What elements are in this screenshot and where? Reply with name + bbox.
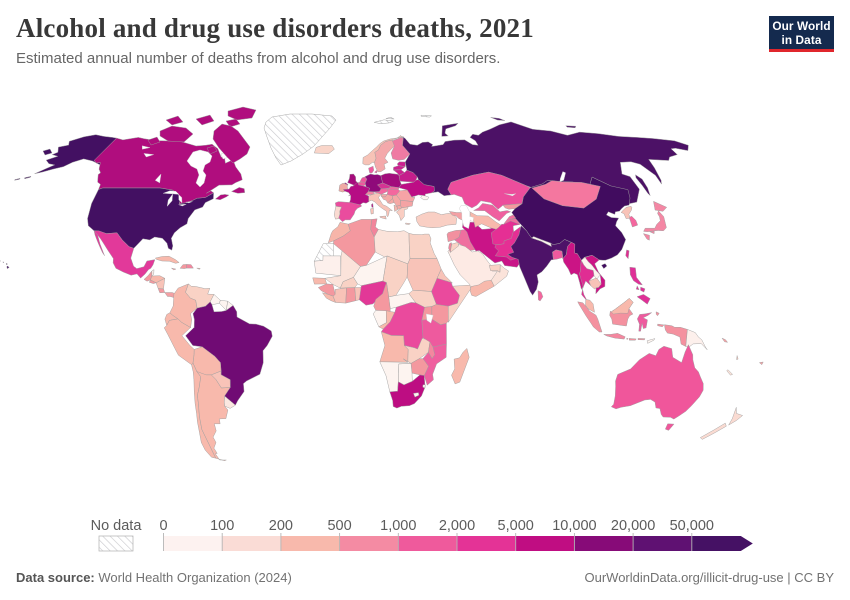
svg-text:200: 200	[269, 518, 293, 534]
svg-text:No data: No data	[91, 518, 143, 534]
svg-text:5,000: 5,000	[498, 518, 534, 534]
svg-text:0: 0	[159, 518, 167, 534]
svg-text:10,000: 10,000	[552, 518, 596, 534]
svg-text:20,000: 20,000	[611, 518, 655, 534]
svg-text:1,000: 1,000	[380, 518, 416, 534]
svg-text:50,000: 50,000	[670, 518, 714, 534]
svg-text:500: 500	[327, 518, 351, 534]
svg-text:2,000: 2,000	[439, 518, 475, 534]
svg-text:100: 100	[210, 518, 234, 534]
